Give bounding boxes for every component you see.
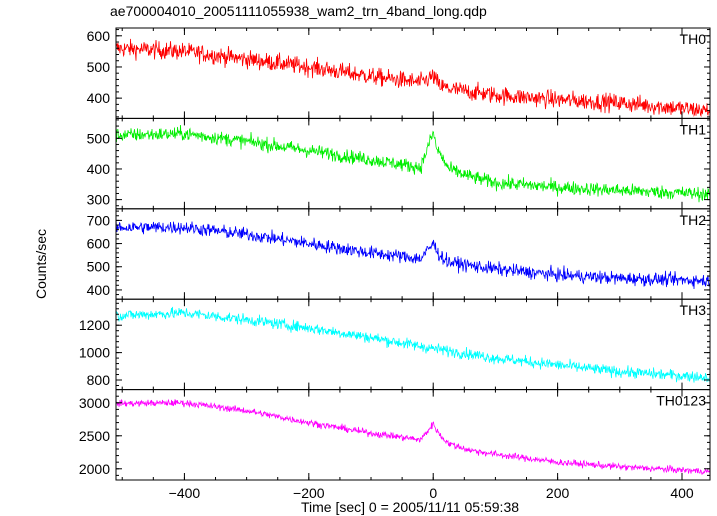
y-tick-label: 600 bbox=[87, 236, 111, 252]
y-tick-label: 500 bbox=[87, 130, 111, 146]
x-tick-label: 0 bbox=[429, 485, 437, 501]
series-th1 bbox=[116, 124, 710, 203]
series-th0 bbox=[116, 38, 710, 118]
panels-group: 400 500 600 TH0 300 400 500 TH1 400 500 600 700 TH2 8… bbox=[79, 27, 711, 481]
series-th0123 bbox=[116, 398, 710, 475]
y-tick-label: 2000 bbox=[79, 461, 110, 477]
x-tick-label: −400 bbox=[169, 485, 201, 501]
y-tick-label: 500 bbox=[87, 259, 111, 275]
x-tick-label: 200 bbox=[546, 485, 570, 501]
y-axis-label: Counts/sec bbox=[33, 229, 49, 299]
y-tick-label: 700 bbox=[87, 212, 111, 228]
x-tick-label: −200 bbox=[293, 485, 325, 501]
panel-frame bbox=[115, 117, 711, 210]
panel-label: TH0 bbox=[680, 31, 707, 47]
x-tick-label: 400 bbox=[670, 485, 694, 501]
y-tick-label: 1000 bbox=[79, 345, 110, 361]
panel-th3: 800 1000 1200 TH3 bbox=[79, 298, 711, 391]
panel-th2: 400 500 600 700 TH2 bbox=[87, 208, 711, 300]
y-tick-label: 2500 bbox=[79, 428, 110, 444]
y-tick-label: 300 bbox=[87, 192, 111, 208]
panel-label: TH0123 bbox=[656, 393, 706, 409]
y-tick-label: 600 bbox=[87, 28, 111, 44]
x-axis-tick-labels: −400 −200 0 200 400 bbox=[169, 485, 694, 501]
panel-th0: 400 500 600 TH0 bbox=[87, 27, 711, 119]
panel-frame bbox=[115, 208, 711, 300]
y-tick-label: 3000 bbox=[79, 395, 110, 411]
y-tick-label: 800 bbox=[87, 372, 111, 388]
x-axis-label: Time [sec] 0 = 2005/11/11 05:59:38 bbox=[301, 499, 519, 515]
panel-frame bbox=[115, 389, 711, 481]
series-th2 bbox=[116, 218, 710, 290]
panel-label: TH3 bbox=[680, 302, 707, 318]
panel-label: TH2 bbox=[680, 212, 707, 228]
y-tick-label: 400 bbox=[87, 161, 111, 177]
y-tick-label: 1200 bbox=[79, 317, 110, 333]
panel-th0123: 2000 2500 3000 TH0123 bbox=[79, 389, 711, 481]
panel-th1: 300 400 500 TH1 bbox=[87, 117, 711, 210]
y-tick-label: 400 bbox=[87, 90, 111, 106]
panel-label: TH1 bbox=[680, 121, 707, 137]
y-tick-label: 400 bbox=[87, 282, 111, 298]
y-tick-label: 500 bbox=[87, 59, 111, 75]
series-th3 bbox=[116, 306, 710, 383]
chart-title: ae700004010_20051111055938_wam2_trn_4ban… bbox=[110, 3, 487, 19]
